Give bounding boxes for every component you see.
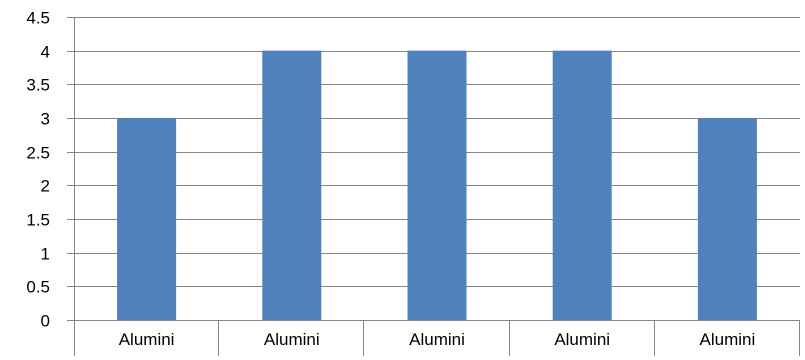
x-tick-label: Alumini bbox=[119, 330, 175, 349]
x-tick-label: Alumini bbox=[700, 330, 756, 349]
x-axis-tick-labels: Alumini Alumini Alumini Alumini Alumini bbox=[119, 330, 756, 349]
axes bbox=[67, 17, 800, 356]
bar bbox=[117, 118, 177, 320]
x-tick-label: Alumini bbox=[264, 330, 320, 349]
y-tick-label: 4 bbox=[41, 43, 50, 62]
y-tick-label: 1.5 bbox=[26, 211, 50, 230]
bar bbox=[262, 50, 322, 321]
bar bbox=[552, 50, 612, 321]
y-tick-label: 3.5 bbox=[26, 76, 50, 95]
y-axis-tick-labels: 0 0.5 1 1.5 2 2.5 3 3.5 4 4.5 bbox=[26, 9, 50, 331]
x-tick-label: Alumini bbox=[409, 330, 465, 349]
y-tick-label: 3 bbox=[41, 110, 50, 129]
y-tick-label: 0 bbox=[41, 312, 50, 331]
y-tick-label: 1 bbox=[41, 245, 50, 264]
y-tick-label: 2 bbox=[41, 177, 50, 196]
bar bbox=[697, 118, 757, 320]
y-tick-label: 0.5 bbox=[26, 278, 50, 297]
bar bbox=[407, 50, 467, 321]
y-tick-label: 4.5 bbox=[26, 9, 50, 28]
y-tick-label: 2.5 bbox=[26, 144, 50, 163]
x-tick-label: Alumini bbox=[554, 330, 610, 349]
bar-series bbox=[117, 50, 757, 321]
